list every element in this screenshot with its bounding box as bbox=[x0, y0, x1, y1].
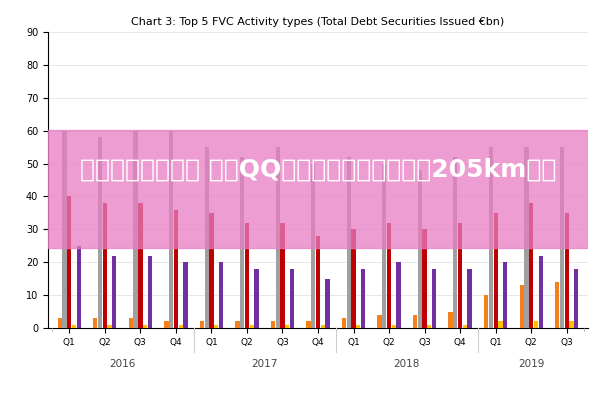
Bar bbox=[361, 269, 365, 328]
Bar bbox=[214, 325, 218, 328]
Title: Chart 3: Top 5 FVC Activity types (Total Debt Securities Issued €bn): Chart 3: Top 5 FVC Activity types (Total… bbox=[131, 17, 505, 27]
Bar bbox=[98, 137, 102, 328]
Bar bbox=[77, 246, 81, 328]
Bar bbox=[397, 262, 401, 328]
Bar bbox=[342, 318, 346, 328]
Text: 2017: 2017 bbox=[251, 358, 278, 368]
Bar bbox=[524, 147, 529, 328]
Bar bbox=[484, 295, 488, 328]
Bar bbox=[245, 223, 249, 328]
Bar bbox=[377, 315, 382, 328]
Bar bbox=[555, 282, 559, 328]
Bar bbox=[112, 256, 116, 328]
Bar bbox=[539, 256, 543, 328]
Bar bbox=[72, 325, 76, 328]
Bar bbox=[565, 213, 569, 328]
Bar bbox=[311, 164, 316, 328]
Bar bbox=[352, 229, 356, 328]
Bar bbox=[280, 223, 284, 328]
Bar bbox=[489, 147, 493, 328]
Bar bbox=[138, 203, 143, 328]
Bar bbox=[205, 147, 209, 328]
Bar bbox=[320, 325, 325, 328]
Bar bbox=[382, 164, 386, 328]
Bar bbox=[467, 269, 472, 328]
Bar bbox=[148, 256, 152, 328]
Bar bbox=[240, 157, 244, 328]
Bar bbox=[67, 196, 71, 328]
Bar bbox=[183, 262, 188, 328]
Bar bbox=[422, 229, 427, 328]
Bar bbox=[219, 262, 223, 328]
Bar bbox=[418, 170, 422, 328]
Bar bbox=[493, 213, 498, 328]
Bar bbox=[448, 312, 453, 328]
Text: 实盘配资炒股平台 全新QQ冰淡淦正式上市，新增205km续航: 实盘配资炒股平台 全新QQ冰淡淦正式上市，新增205km续航 bbox=[80, 158, 556, 182]
Bar bbox=[325, 279, 329, 328]
Bar bbox=[413, 315, 417, 328]
Bar bbox=[290, 269, 294, 328]
Bar bbox=[432, 269, 436, 328]
Bar bbox=[569, 322, 574, 328]
Bar bbox=[93, 318, 97, 328]
Bar bbox=[427, 325, 431, 328]
Bar bbox=[307, 322, 311, 328]
Bar bbox=[129, 318, 133, 328]
Bar bbox=[48, 130, 588, 248]
Bar bbox=[103, 203, 107, 328]
Bar bbox=[503, 262, 507, 328]
Bar bbox=[316, 236, 320, 328]
Bar bbox=[498, 322, 503, 328]
Bar bbox=[458, 223, 462, 328]
Bar bbox=[463, 325, 467, 328]
Bar bbox=[254, 269, 259, 328]
Bar bbox=[392, 325, 396, 328]
Bar bbox=[209, 213, 214, 328]
Bar bbox=[235, 322, 239, 328]
Bar bbox=[271, 322, 275, 328]
Bar bbox=[174, 210, 178, 328]
Bar bbox=[164, 322, 169, 328]
Bar bbox=[453, 157, 457, 328]
Text: 2018: 2018 bbox=[394, 358, 420, 368]
Bar bbox=[560, 147, 564, 328]
Text: 2019: 2019 bbox=[518, 358, 544, 368]
Bar bbox=[143, 325, 147, 328]
Bar bbox=[62, 131, 67, 328]
Bar bbox=[387, 223, 391, 328]
Bar bbox=[529, 203, 533, 328]
Bar bbox=[133, 131, 138, 328]
Bar bbox=[534, 322, 538, 328]
Bar bbox=[356, 325, 361, 328]
Bar bbox=[285, 325, 289, 328]
Bar bbox=[275, 147, 280, 328]
Bar bbox=[347, 157, 351, 328]
Bar bbox=[58, 318, 62, 328]
Bar bbox=[179, 325, 183, 328]
Bar bbox=[250, 325, 254, 328]
Bar bbox=[200, 322, 204, 328]
Bar bbox=[169, 131, 173, 328]
Bar bbox=[574, 269, 578, 328]
Bar bbox=[107, 325, 112, 328]
Text: 2016: 2016 bbox=[109, 358, 136, 368]
Bar bbox=[520, 285, 524, 328]
